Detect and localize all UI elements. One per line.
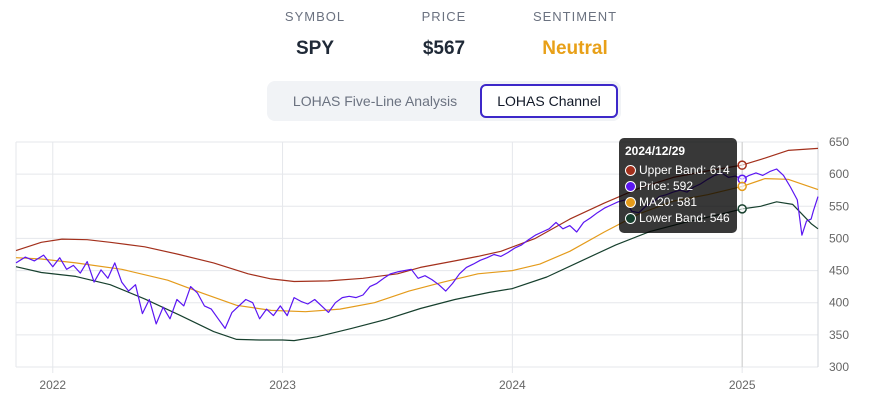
tooltip-row-lower-band: Lower Band: 546 — [625, 210, 731, 226]
symbol-label: SYMBOL — [284, 9, 346, 24]
sentiment-stat: SENTIMENT Neutral — [505, 8, 645, 60]
upper-band-hover-point — [737, 160, 747, 170]
lower-band-hover-point — [737, 204, 747, 214]
tooltip-row-upper-band: Upper Band: 614 — [625, 162, 731, 178]
ma20-hover-point — [737, 181, 747, 192]
symbol-stat: SYMBOL SPY — [245, 8, 385, 60]
tooltip-lower-band-text: Lower Band: 546 — [639, 211, 730, 225]
y-tick-label: 600 — [829, 167, 849, 181]
lower-band-swatch — [625, 213, 636, 224]
price-value: $567 — [422, 38, 466, 59]
tooltip-price-text: Price: 592 — [639, 179, 694, 193]
symbol-value: SPY — [295, 38, 335, 59]
sentiment-value: Neutral — [542, 38, 608, 59]
x-tick-label: 2025 — [729, 378, 756, 392]
y-tick-label: 350 — [829, 328, 849, 342]
tooltip-upper-band-text: Upper Band: 614 — [639, 163, 730, 177]
price-stat: PRICE $567 — [374, 8, 514, 60]
tab-lohas-five-line-analysis[interactable]: LOHAS Five-Line Analysis — [292, 93, 458, 109]
tooltip-ma20-text: MA20: 581 — [639, 195, 698, 209]
tooltip-row-price: Price: 592 — [625, 178, 731, 194]
analysis-tabs: LOHAS Five-Line Analysis LOHAS Channel — [267, 81, 621, 121]
y-tick-label: 450 — [829, 264, 849, 278]
x-tick-label: 2024 — [499, 378, 526, 392]
x-tick-label: 2023 — [269, 378, 296, 392]
y-tick-label: 300 — [829, 360, 849, 374]
y-tick-label: 500 — [829, 231, 849, 245]
lohas-channel-chart[interactable]: 300 350 400 450 500 550 600 650 2022 2023 2024 2025 — [0, 128, 871, 411]
y-tick-label: 550 — [829, 199, 849, 213]
ma20-swatch — [625, 197, 636, 208]
y-tick-label: 400 — [829, 296, 849, 310]
upper-band-swatch — [625, 165, 636, 176]
summary-stats: SYMBOL SPY PRICE $567 SENTIMENT Neutral — [0, 8, 871, 68]
y-tick-label: 650 — [829, 135, 849, 149]
x-tick-label: 2022 — [39, 378, 66, 392]
sentiment-label: SENTIMENT — [532, 9, 618, 24]
price-swatch — [625, 181, 636, 192]
chart-tooltip: 2024/12/29 Upper Band: 614 Price: 592 MA… — [619, 138, 737, 233]
price-label: PRICE — [421, 9, 467, 24]
tooltip-row-ma20: MA20: 581 — [625, 194, 731, 210]
tab-lohas-channel[interactable]: LOHAS Channel — [480, 84, 618, 118]
tooltip-date: 2024/12/29 — [625, 144, 686, 158]
